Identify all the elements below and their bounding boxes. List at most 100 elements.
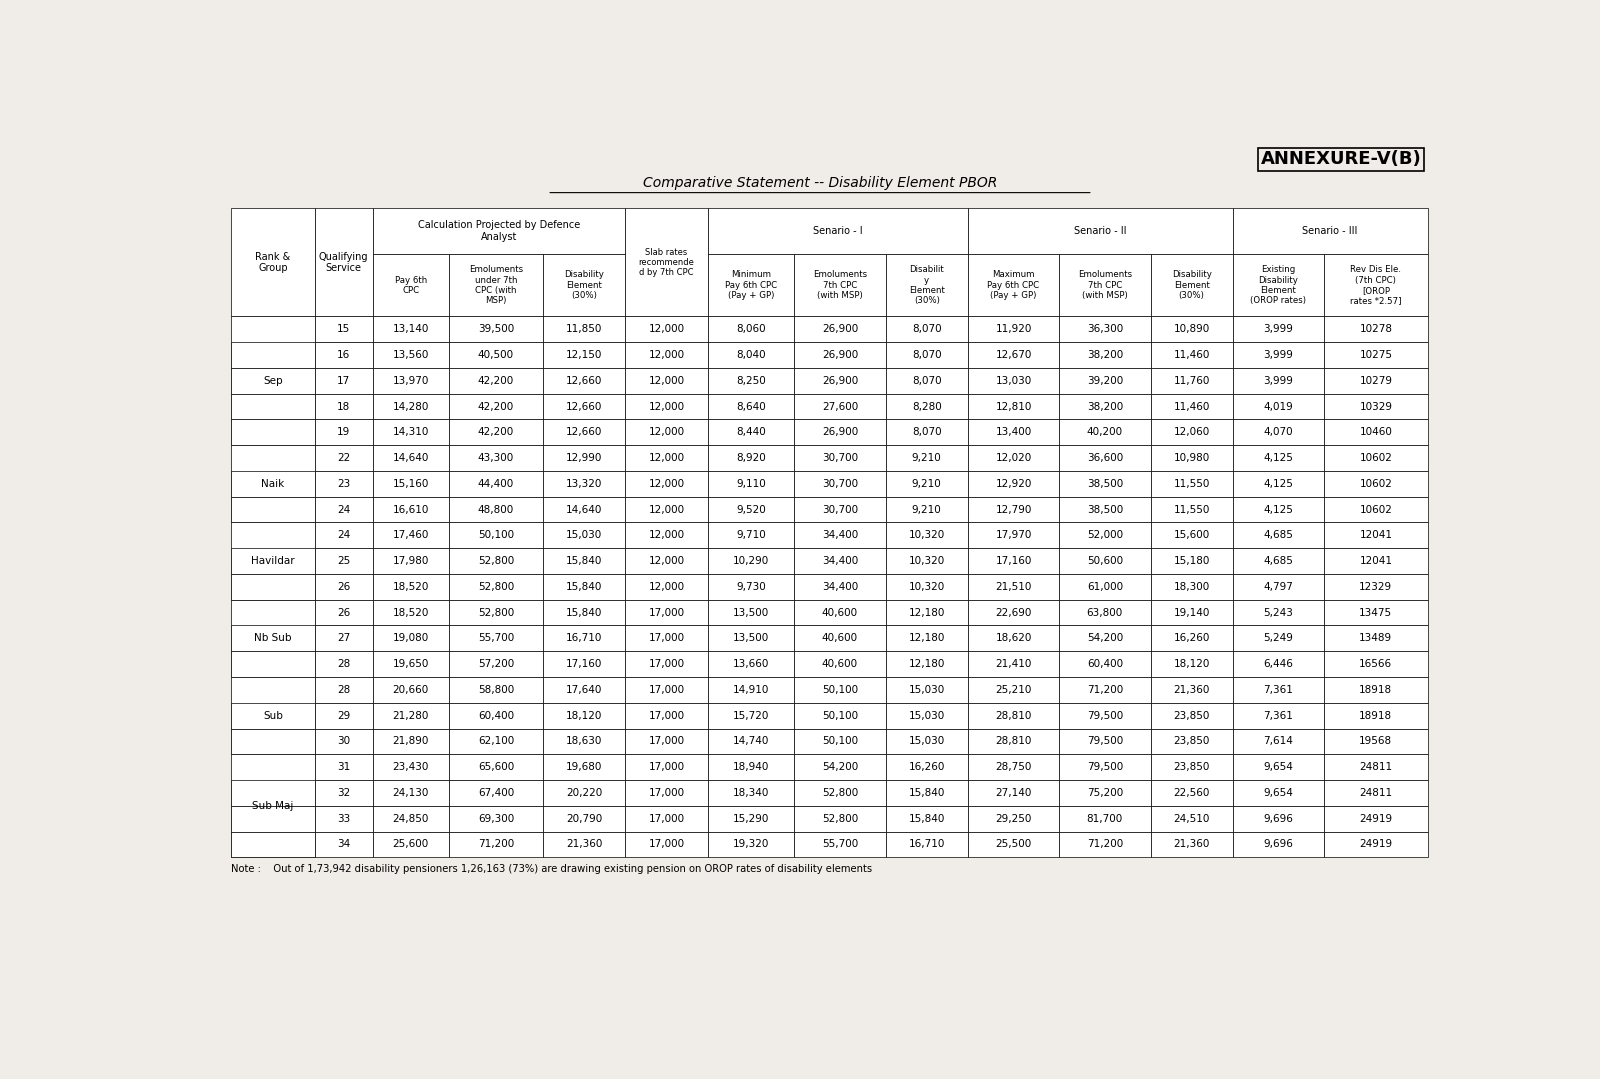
Text: 13,500: 13,500 xyxy=(733,633,770,643)
Text: 18918: 18918 xyxy=(1360,685,1392,695)
Text: 3,999: 3,999 xyxy=(1264,325,1293,334)
Bar xyxy=(315,754,373,780)
Text: 50,100: 50,100 xyxy=(822,736,858,747)
Text: 38,200: 38,200 xyxy=(1086,350,1123,360)
Text: 79,500: 79,500 xyxy=(1086,711,1123,721)
Bar xyxy=(794,446,886,470)
Bar xyxy=(1059,342,1150,368)
Bar xyxy=(626,522,707,548)
Text: Pay 6th
CPC: Pay 6th CPC xyxy=(395,275,427,295)
Bar xyxy=(373,626,448,652)
Bar xyxy=(707,652,794,677)
Bar xyxy=(794,368,886,394)
Text: 26,900: 26,900 xyxy=(822,427,858,437)
Text: 67,400: 67,400 xyxy=(478,788,514,797)
Text: 15,030: 15,030 xyxy=(909,685,946,695)
Text: 17,000: 17,000 xyxy=(648,711,685,721)
Bar xyxy=(968,652,1059,677)
Bar xyxy=(448,522,542,548)
Text: 9,210: 9,210 xyxy=(912,453,942,463)
Bar xyxy=(968,470,1059,496)
Bar xyxy=(1232,522,1325,548)
Text: 12,670: 12,670 xyxy=(995,350,1032,360)
Bar xyxy=(626,600,707,626)
Bar xyxy=(315,446,373,470)
Bar xyxy=(1059,677,1150,702)
Bar xyxy=(542,420,626,446)
Bar xyxy=(1059,754,1150,780)
Bar xyxy=(448,652,542,677)
Bar xyxy=(1325,754,1427,780)
Bar xyxy=(968,368,1059,394)
Bar xyxy=(1059,548,1150,574)
Text: 8,040: 8,040 xyxy=(736,350,766,360)
Bar xyxy=(794,600,886,626)
Bar xyxy=(315,600,373,626)
Bar xyxy=(542,780,626,806)
Bar xyxy=(707,368,794,394)
Bar xyxy=(230,208,315,316)
Bar xyxy=(794,652,886,677)
Text: 8,640: 8,640 xyxy=(736,401,766,411)
Text: 17,000: 17,000 xyxy=(648,814,685,823)
Text: 50,100: 50,100 xyxy=(822,711,858,721)
Text: 19,080: 19,080 xyxy=(392,633,429,643)
Text: 32: 32 xyxy=(338,788,350,797)
Bar xyxy=(968,316,1059,342)
Bar xyxy=(968,496,1059,522)
Bar xyxy=(707,548,794,574)
Bar xyxy=(230,394,315,420)
Text: 9,520: 9,520 xyxy=(736,505,766,515)
Text: 26,900: 26,900 xyxy=(822,375,858,386)
Bar xyxy=(1232,394,1325,420)
Bar xyxy=(968,342,1059,368)
Bar xyxy=(448,548,542,574)
Bar xyxy=(794,832,886,858)
Bar xyxy=(315,342,373,368)
Bar xyxy=(1059,832,1150,858)
Text: 13,660: 13,660 xyxy=(733,659,770,669)
Bar xyxy=(373,652,448,677)
Text: 62,100: 62,100 xyxy=(478,736,514,747)
Bar xyxy=(968,832,1059,858)
Text: 52,800: 52,800 xyxy=(478,556,514,566)
Bar xyxy=(1059,806,1150,832)
Bar xyxy=(707,446,794,470)
Bar xyxy=(1325,702,1427,728)
Bar xyxy=(794,496,886,522)
Text: 16,260: 16,260 xyxy=(909,762,946,773)
Bar xyxy=(794,754,886,780)
Bar xyxy=(968,446,1059,470)
Bar xyxy=(1232,470,1325,496)
Bar xyxy=(1059,394,1150,420)
Bar xyxy=(373,832,448,858)
Text: 10279: 10279 xyxy=(1360,375,1392,386)
Bar xyxy=(886,446,968,470)
Bar xyxy=(1232,208,1427,255)
Text: 17,000: 17,000 xyxy=(648,607,685,617)
Bar xyxy=(626,806,707,832)
Bar xyxy=(1232,420,1325,446)
Text: 12,060: 12,060 xyxy=(1173,427,1210,437)
Bar xyxy=(886,342,968,368)
Text: 15,030: 15,030 xyxy=(909,736,946,747)
Text: 17,000: 17,000 xyxy=(648,736,685,747)
Bar xyxy=(794,574,886,600)
Text: 52,800: 52,800 xyxy=(478,607,514,617)
Bar xyxy=(1059,368,1150,394)
Text: 12,180: 12,180 xyxy=(909,633,946,643)
Bar xyxy=(707,342,794,368)
Bar xyxy=(968,255,1059,316)
Bar xyxy=(886,728,968,754)
Text: 30,700: 30,700 xyxy=(822,479,858,489)
Bar xyxy=(707,728,794,754)
Text: 15,840: 15,840 xyxy=(566,556,602,566)
Bar xyxy=(448,806,542,832)
Text: 16,710: 16,710 xyxy=(566,633,602,643)
Bar xyxy=(315,496,373,522)
Bar xyxy=(230,368,315,394)
Text: 24919: 24919 xyxy=(1360,814,1392,823)
Text: 34,400: 34,400 xyxy=(822,582,858,592)
Bar xyxy=(1150,496,1232,522)
Text: 11,550: 11,550 xyxy=(1173,479,1210,489)
